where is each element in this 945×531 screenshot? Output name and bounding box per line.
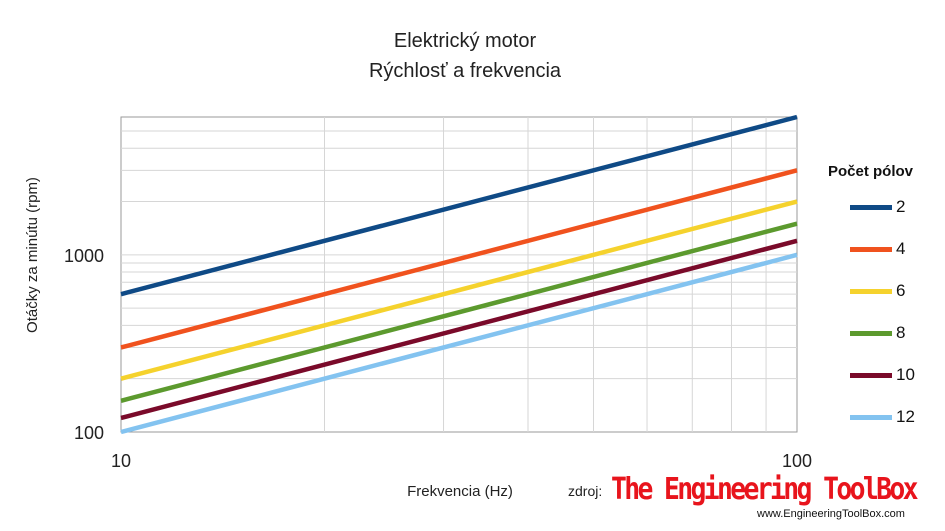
- x-tick-label: 100: [782, 451, 812, 471]
- legend-label: 6: [896, 281, 906, 300]
- x-axis-label: Frekvencia (Hz): [407, 483, 513, 500]
- legend-item-2: 2: [850, 197, 940, 217]
- legend-swatch: [850, 205, 892, 210]
- legend-label: 8: [896, 323, 906, 342]
- legend-item-10: 10: [850, 365, 940, 385]
- chart-subtitle: Rýchlosť a frekvencia: [368, 60, 562, 82]
- series-line-8: [120, 221, 798, 403]
- legend-item-6: 6: [850, 281, 940, 301]
- series-line-10: [120, 238, 798, 421]
- series-line-2: [120, 114, 798, 297]
- series-line-6: [120, 199, 798, 381]
- source-prefix: zdroj:: [568, 483, 603, 499]
- y-tick-label: 1000: [64, 246, 104, 266]
- engineering-toolbox-logo[interactable]: The Engineering ToolBox: [611, 472, 918, 507]
- legend-label: 12: [896, 407, 915, 426]
- legend-swatch: [850, 331, 892, 336]
- legend-label: 4: [896, 239, 906, 258]
- x-tick-label: 10: [111, 451, 131, 471]
- source-url[interactable]: www.EngineeringToolBox.com: [757, 508, 905, 520]
- series-lines: [120, 114, 798, 435]
- legend-swatch: [850, 289, 892, 294]
- plot-area: [120, 116, 798, 433]
- y-tick-label: 100: [74, 423, 104, 443]
- series-line-4: [120, 168, 798, 350]
- series-line-12: [120, 252, 798, 435]
- legend-item-12: 12: [850, 407, 940, 427]
- legend-label: 2: [896, 197, 906, 216]
- axis-ticks: 10 100 100 1000: [64, 246, 812, 471]
- legend-title: Počet pólov: [828, 163, 914, 180]
- chart-title: Elektrický motor: [393, 30, 537, 52]
- legend-swatch: [850, 415, 892, 420]
- y-axis-label: Otáčky za minútu (rpm): [24, 177, 41, 333]
- legend-item-8: 8: [850, 323, 940, 343]
- legend-swatch: [850, 373, 892, 378]
- legend-label: 10: [896, 365, 915, 384]
- legend-item-4: 4: [850, 239, 940, 259]
- legend-swatch: [850, 247, 892, 252]
